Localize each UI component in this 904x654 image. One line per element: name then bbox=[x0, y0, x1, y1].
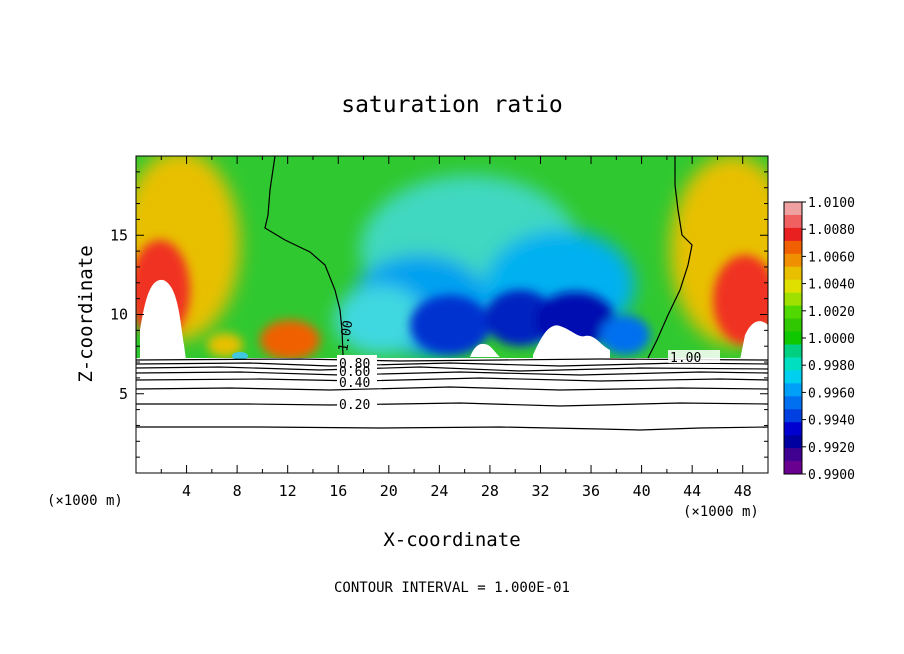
x-unit-left: (×1000 m) bbox=[47, 493, 123, 509]
contour-line-1-right bbox=[647, 156, 693, 359]
y-axis-label: Z-coordinate bbox=[75, 245, 97, 382]
colorbar-swatch bbox=[784, 461, 802, 475]
x-tick-label: 16 bbox=[329, 482, 347, 500]
colorbar-label: 1.0060 bbox=[808, 250, 855, 265]
colorbar-swatch bbox=[784, 214, 802, 229]
contour-line-1-left bbox=[264, 156, 344, 356]
colorbar-swatch bbox=[784, 331, 802, 345]
x-tick-label: 8 bbox=[233, 482, 242, 500]
colorbar-label: 1.0080 bbox=[808, 223, 855, 238]
contour-line-0.40 bbox=[136, 377, 768, 382]
colorbar-swatch bbox=[784, 435, 802, 449]
contour-label-1.00-left: 1.00 bbox=[336, 319, 356, 352]
colorbar-label: 0.9920 bbox=[808, 441, 855, 456]
contour-label-0.80: 0.80 bbox=[339, 357, 370, 372]
colorbar-swatch bbox=[784, 227, 802, 242]
colorbar: 1.0100 1.0080 1.0060 1.0040 1.0020 1.0000 0.99… bbox=[783, 196, 855, 483]
x-tick-label: 40 bbox=[633, 482, 651, 500]
contour-interval-footer: CONTOUR INTERVAL = 1.000E-01 bbox=[334, 580, 570, 596]
colorbar-swatch bbox=[784, 383, 802, 397]
colorbar-swatch bbox=[784, 409, 802, 423]
colorbar-swatch bbox=[784, 305, 802, 320]
y-tick-label: 10 bbox=[110, 306, 128, 324]
colorbar-label: 1.0100 bbox=[808, 196, 855, 211]
contour-label-0.60: 0.60 bbox=[339, 365, 370, 380]
x-tick-label: 12 bbox=[279, 482, 297, 500]
y-tick-label: 15 bbox=[110, 226, 128, 244]
colorbar-label: 0.9900 bbox=[808, 468, 855, 483]
contour-line-0.80 bbox=[136, 358, 768, 362]
colorbar-swatch bbox=[784, 357, 802, 371]
colorbar-swatch bbox=[784, 266, 802, 281]
colorbar-swatch bbox=[784, 370, 802, 384]
colorbar-swatch bbox=[784, 279, 802, 294]
x-tick-label: 48 bbox=[734, 482, 752, 500]
colorbar-label: 0.9960 bbox=[808, 386, 855, 401]
x-tick-label: 28 bbox=[481, 482, 499, 500]
contour-line-0.60 bbox=[136, 366, 768, 372]
colorbar-swatch bbox=[784, 448, 802, 462]
contour-line-0.30 bbox=[136, 386, 768, 391]
x-tick-label: 32 bbox=[531, 482, 549, 500]
x-tick-label: 44 bbox=[683, 482, 701, 500]
colorbar-swatch bbox=[784, 253, 802, 268]
contour-label-0.40: 0.40 bbox=[339, 376, 370, 391]
colorbar-swatch bbox=[784, 240, 802, 255]
y-axis: 5 10 15 bbox=[110, 171, 768, 458]
colorbar-swatch bbox=[784, 202, 802, 216]
colorbar-label: 0.9980 bbox=[808, 359, 855, 374]
x-tick-label: 20 bbox=[380, 482, 398, 500]
heatmap-field bbox=[136, 156, 768, 473]
chart-title: saturation ratio bbox=[341, 92, 563, 118]
contour-label-0.20: 0.20 bbox=[339, 398, 370, 413]
colorbar-swatch bbox=[784, 318, 802, 333]
colorbar-swatch bbox=[784, 344, 802, 358]
colorbar-swatch bbox=[784, 422, 802, 436]
x-axis: 4 8 12 16 20 24 28 32 36 40 44 48 bbox=[160, 156, 769, 500]
colorbar-label: 1.0020 bbox=[808, 305, 855, 320]
x-tick-label: 4 bbox=[182, 482, 191, 500]
colorbar-swatch bbox=[784, 292, 802, 307]
contour-labels: 1.00 1.00 0.80 0.60 0.40 0.20 bbox=[336, 319, 720, 413]
contour-label-1.00-right: 1.00 bbox=[670, 351, 701, 366]
colorbar-label: 1.0040 bbox=[808, 278, 855, 293]
x-tick-label: 36 bbox=[582, 482, 600, 500]
contour-line-0.20 bbox=[136, 402, 768, 407]
x-axis-label: X-coordinate bbox=[383, 529, 520, 551]
colorbar-label: 1.0000 bbox=[808, 332, 855, 347]
x-tick-label: 24 bbox=[430, 482, 448, 500]
plot-area: 1.00 1.00 0.80 0.60 0.40 0.20 bbox=[136, 156, 768, 473]
contour-line-0.50 bbox=[136, 371, 768, 376]
colorbar-label: 0.9940 bbox=[808, 414, 855, 429]
y-tick-label: 5 bbox=[119, 385, 128, 403]
contour-line-0.10 bbox=[136, 426, 768, 431]
colorbar-swatch bbox=[784, 396, 802, 410]
contour-lines bbox=[136, 156, 768, 431]
x-unit-right: (×1000 m) bbox=[683, 504, 759, 520]
